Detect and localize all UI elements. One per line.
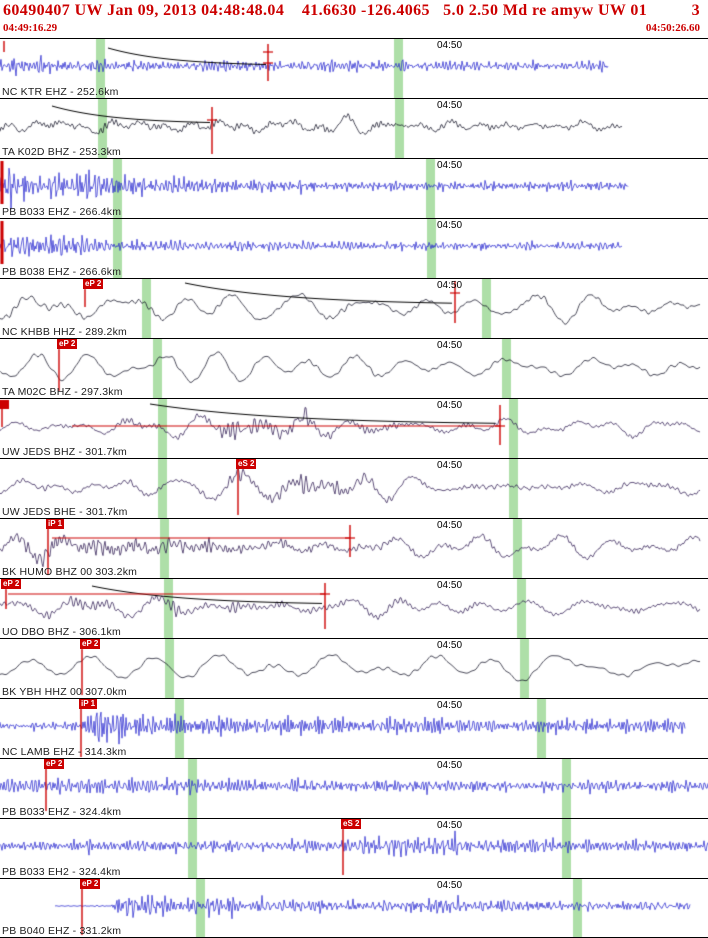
minute-label: 04:50 — [437, 580, 463, 591]
minute-label: 04:50 — [437, 400, 463, 411]
trace-row[interactable]: 04:50 BK YBH HHZ 00 307.0km eP 2 — [0, 638, 708, 698]
minute-label: 04:50 — [437, 520, 463, 531]
minute-label: 04:50 — [437, 280, 463, 291]
waveform-canvas[interactable] — [0, 99, 708, 158]
station-label: UO DBO BHZ - 306.1km — [2, 626, 121, 638]
pick-label[interactable]: iP 1 — [79, 699, 98, 709]
station-label: UW JEDS BHZ - 301.7km — [2, 446, 127, 458]
station-label: PB B033 EHZ - 324.4km — [2, 806, 122, 818]
waveform-canvas[interactable] — [0, 279, 708, 338]
window-end-time: 04:50:26.60 — [645, 22, 700, 34]
time-window-line: 04:49:16.29 04:50:26.60 — [3, 21, 700, 35]
minute-label: 04:50 — [437, 100, 463, 111]
trace-list: 04:50 NC KTR EHZ - 252.6km 04:50 TA K02D… — [0, 38, 708, 938]
waveform-canvas[interactable] — [0, 879, 708, 937]
station-label: TA K02D BHZ - 253.3km — [2, 146, 121, 158]
waveform-canvas[interactable] — [0, 39, 708, 98]
trace-row[interactable]: 04:50 PB B040 EHZ - 331.2km eP 2 — [0, 878, 708, 937]
trace-row[interactable]: 04:50 NC KHBB HHZ - 289.2km eP 2 — [0, 278, 708, 338]
waveform-canvas[interactable] — [0, 639, 708, 698]
station-label: BK HUMO BHZ 00 303.2km — [2, 566, 138, 578]
pick-label[interactable]: eP 2 — [44, 759, 65, 769]
pick-label[interactable]: eP 2 — [1, 579, 22, 589]
minute-label: 04:50 — [437, 40, 463, 51]
station-label: NC KHBB HHZ - 289.2km — [2, 326, 127, 338]
trace-row[interactable]: 04:50 UW JEDS BHZ - 301.7km — [0, 398, 708, 458]
event-flag: 3 — [691, 2, 700, 19]
trace-row[interactable]: 04:50 PB B038 EHZ - 266.6km — [0, 218, 708, 278]
station-label: UW JEDS BHE - 301.7km — [2, 506, 128, 518]
station-label: NC LAMB EHZ - 314.3km — [2, 746, 127, 758]
minute-label: 04:50 — [437, 820, 463, 831]
pick-label[interactable]: eP 2 — [57, 339, 78, 349]
trace-row[interactable]: 04:50 BK HUMO BHZ 00 303.2km iP 1 — [0, 518, 708, 578]
pick-label[interactable]: eS 2 — [341, 819, 362, 829]
pick-label[interactable]: eP 2 — [83, 279, 104, 289]
event-header: 60490407 UW Jan 09, 2013 04:48:48.04 41.… — [0, 0, 708, 38]
waveform-canvas[interactable] — [0, 219, 708, 278]
minute-label: 04:50 — [437, 460, 463, 471]
minute-label: 04:50 — [437, 220, 463, 231]
waveform-canvas[interactable] — [0, 339, 708, 398]
event-title: 60490407 UW Jan 09, 2013 04:48:48.04 41.… — [3, 2, 648, 19]
station-label: PB B033 EHZ - 266.4km — [2, 206, 122, 218]
trace-row[interactable]: 04:50 NC KTR EHZ - 252.6km — [0, 38, 708, 98]
pick-label[interactable]: eP 2 — [80, 879, 101, 889]
minute-label: 04:50 — [437, 760, 463, 771]
station-label: PB B033 EH2 - 324.4km — [2, 866, 121, 878]
trace-row[interactable]: 04:50 UO DBO BHZ - 306.1km eP 2 — [0, 578, 708, 638]
station-label: PB B038 EHZ - 266.6km — [2, 266, 122, 278]
minute-label: 04:50 — [437, 340, 463, 351]
trace-row[interactable]: 04:50 NC LAMB EHZ - 314.3km iP 1 — [0, 698, 708, 758]
trace-row[interactable]: 04:50 PB B033 EHZ - 266.4km — [0, 158, 708, 218]
minute-label: 04:50 — [437, 160, 463, 171]
trace-row[interactable]: 04:50 UW JEDS BHE - 301.7km eS 2 — [0, 458, 708, 518]
waveform-canvas[interactable] — [0, 519, 708, 578]
waveform-canvas[interactable] — [0, 579, 708, 638]
trace-row[interactable]: 04:50 TA K02D BHZ - 253.3km — [0, 98, 708, 158]
trace-row[interactable]: 04:50 PB B033 EHZ - 324.4km eP 2 — [0, 758, 708, 818]
waveform-canvas[interactable] — [0, 159, 708, 218]
waveform-canvas[interactable] — [0, 699, 708, 758]
minute-label: 04:50 — [437, 880, 463, 891]
station-label: PB B040 EHZ - 331.2km — [2, 925, 122, 937]
pick-label[interactable]: iP 1 — [46, 519, 65, 529]
pick-label[interactable]: eP 2 — [80, 639, 101, 649]
station-label: NC KTR EHZ - 252.6km — [2, 86, 119, 98]
waveform-canvas[interactable] — [0, 399, 708, 458]
station-label: TA M02C BHZ - 297.3km — [2, 386, 123, 398]
trace-row[interactable]: 04:50 PB B033 EH2 - 324.4km eS 2 — [0, 818, 708, 878]
minute-label: 04:50 — [437, 640, 463, 651]
minute-label: 04:50 — [437, 700, 463, 711]
waveform-canvas[interactable] — [0, 459, 708, 518]
station-label: BK YBH HHZ 00 307.0km — [2, 686, 127, 698]
pick-label[interactable]: eS 2 — [236, 459, 257, 469]
waveform-canvas[interactable] — [0, 759, 708, 818]
event-title-line: 60490407 UW Jan 09, 2013 04:48:48.04 41.… — [3, 1, 700, 21]
trace-row[interactable]: 04:50 TA M02C BHZ - 297.3km eP 2 — [0, 338, 708, 398]
window-start-time: 04:49:16.29 — [3, 22, 58, 34]
